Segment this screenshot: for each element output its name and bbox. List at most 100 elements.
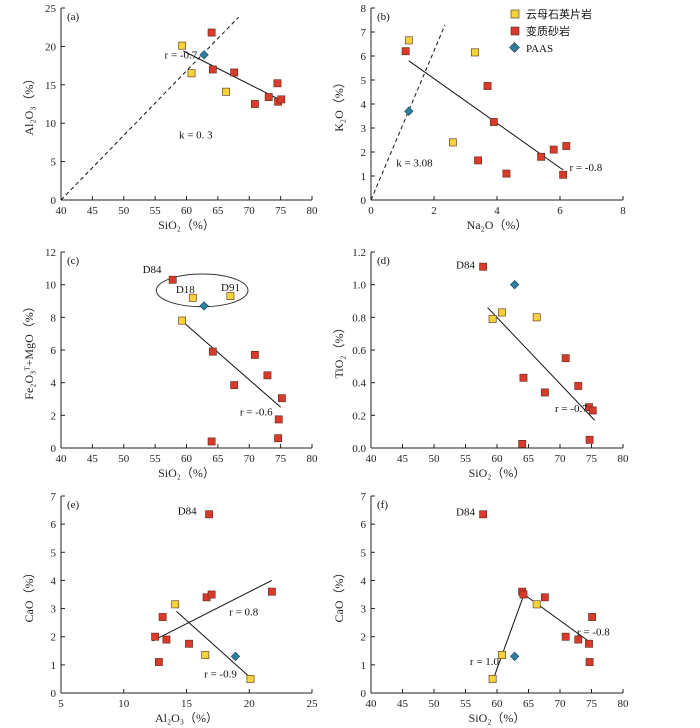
- x-axis-label: SiO₂（%）: [158, 466, 215, 480]
- y-tick-label: 1.0: [352, 280, 366, 292]
- x-tick-label: 70: [555, 453, 567, 465]
- y-tick-label: 5: [361, 75, 367, 87]
- data-point-sandstone: [537, 152, 545, 161]
- sample-label: D84: [178, 505, 197, 517]
- x-tick-label: 55: [150, 205, 162, 217]
- x-tick-label: 5: [58, 698, 64, 710]
- legend-label-blue: PAAS: [526, 43, 553, 55]
- data-point-schist: [471, 48, 479, 57]
- y-tick-label: 0: [361, 195, 367, 207]
- x-tick-label: 50: [429, 453, 441, 465]
- panel-d: 40 45 50 55 60 65 70 75 80 0.0 0.2 0.4 0.6 0.8 1.0 1.2 S…: [332, 247, 629, 480]
- data-point-sandstone: [208, 347, 217, 356]
- data-point-paas: [199, 301, 209, 311]
- y-tick-label: 0.0: [352, 443, 366, 455]
- data-point-sandstone: [588, 613, 597, 621]
- y-tick-label: 6: [361, 51, 367, 63]
- data-point-paas: [230, 651, 241, 662]
- annotation: r = -0.6: [240, 406, 273, 418]
- x-axis-label: SiO₂（%）: [469, 711, 526, 725]
- y-tick-label: 1.2: [352, 247, 366, 259]
- data-point-sandstone: [519, 373, 528, 382]
- data-point-sandstone: [274, 434, 283, 443]
- y-axis-label: CaO（%）: [332, 567, 346, 623]
- annotation: r = 1.0: [470, 656, 500, 668]
- y-tick-label: 1: [51, 660, 57, 672]
- legend: 云母石英片岩 变质砂岩 PAAS: [509, 7, 592, 55]
- legend-swatch-yellow: [510, 9, 520, 19]
- y-tick-label: 4: [51, 575, 57, 587]
- data-point-sandstone: [559, 170, 568, 179]
- y-tick-label: 4: [51, 378, 57, 390]
- data-point-sandstone: [518, 440, 527, 448]
- y-tick-label: 2: [51, 632, 57, 644]
- data-point-sandstone: [208, 65, 217, 74]
- trend-line: [408, 60, 564, 171]
- reference-line: [60, 16, 239, 201]
- y-tick-label: 2: [361, 147, 367, 159]
- y-tick-label: 1: [361, 171, 367, 183]
- x-tick-label: 40: [56, 205, 68, 217]
- x-tick-label: 75: [586, 453, 598, 465]
- data-point-schist: [226, 292, 235, 300]
- data-point-schist: [532, 313, 541, 322]
- data-point-sandstone: [519, 590, 528, 599]
- y-tick-label: 3: [361, 123, 367, 135]
- data-point-sandstone: [205, 510, 213, 519]
- panel-e: 5 10 15 20 25 0 1 2 3 4 5 6 7 Al₂O₃（%） CaO（%） (e) r = 0.…: [22, 491, 318, 725]
- sample-label: D84: [456, 507, 475, 519]
- data-point-sandstone: [574, 635, 583, 644]
- y-tick-label: 5: [361, 547, 367, 559]
- data-point-paas: [509, 651, 520, 662]
- data-point-sandstone: [277, 394, 286, 403]
- sample-label: D84: [143, 264, 162, 276]
- y-tick-label: 25: [45, 3, 57, 15]
- y-tick-label: 15: [45, 80, 57, 92]
- annotation: r = -0.7: [555, 403, 588, 415]
- data-point-sandstone: [489, 118, 498, 126]
- y-axis-label: K₂O（%）: [332, 76, 346, 132]
- panel-label: (a): [67, 11, 80, 23]
- x-tick-label: 6: [557, 205, 563, 217]
- panel-label: (f): [377, 499, 388, 511]
- data-point-sandstone: [168, 275, 177, 284]
- data-point-sandstone: [185, 639, 193, 648]
- y-axis-label: TiO₂（%）: [332, 321, 346, 378]
- x-tick-label: 70: [244, 205, 256, 217]
- data-point-sandstone: [151, 632, 160, 641]
- data-point-sandstone: [540, 388, 549, 397]
- x-tick-label: 65: [212, 453, 224, 465]
- data-point-schist: [498, 308, 506, 317]
- annotation: k = 3.08: [396, 157, 433, 169]
- y-tick-label: 7: [361, 491, 367, 503]
- data-point-sandstone: [277, 95, 286, 104]
- x-tick-label: 45: [397, 698, 409, 710]
- data-point-schist: [488, 315, 497, 323]
- data-point-schist: [188, 293, 197, 302]
- data-point-schist: [404, 36, 413, 45]
- data-point-paas: [509, 279, 520, 290]
- annotation: r = -0.7: [165, 50, 198, 62]
- y-tick-label: 2: [361, 632, 367, 644]
- y-tick-label: 8: [361, 3, 367, 15]
- x-tick-label: 80: [307, 453, 319, 465]
- x-tick-label: 75: [275, 453, 287, 465]
- data-point-schist: [448, 138, 457, 147]
- x-tick-label: 50: [118, 453, 130, 465]
- x-tick-label: 60: [181, 205, 193, 217]
- y-tick-label: 0: [51, 195, 57, 207]
- x-axis-label: Al₂O₃（%）: [155, 711, 218, 725]
- x-tick-label: 80: [618, 453, 630, 465]
- data-point-schist: [187, 69, 196, 78]
- data-point-sandstone: [585, 658, 594, 666]
- data-point-schist: [246, 675, 255, 683]
- annotation: r = -0.8: [577, 626, 610, 638]
- x-tick-label: 20: [244, 698, 256, 710]
- y-tick-label: 4: [361, 575, 367, 587]
- y-tick-label: 10: [45, 118, 57, 130]
- trend-line: [487, 307, 596, 421]
- trend-line: [183, 321, 281, 408]
- data-point-sandstone: [267, 587, 276, 596]
- data-point-sandstone: [207, 590, 216, 599]
